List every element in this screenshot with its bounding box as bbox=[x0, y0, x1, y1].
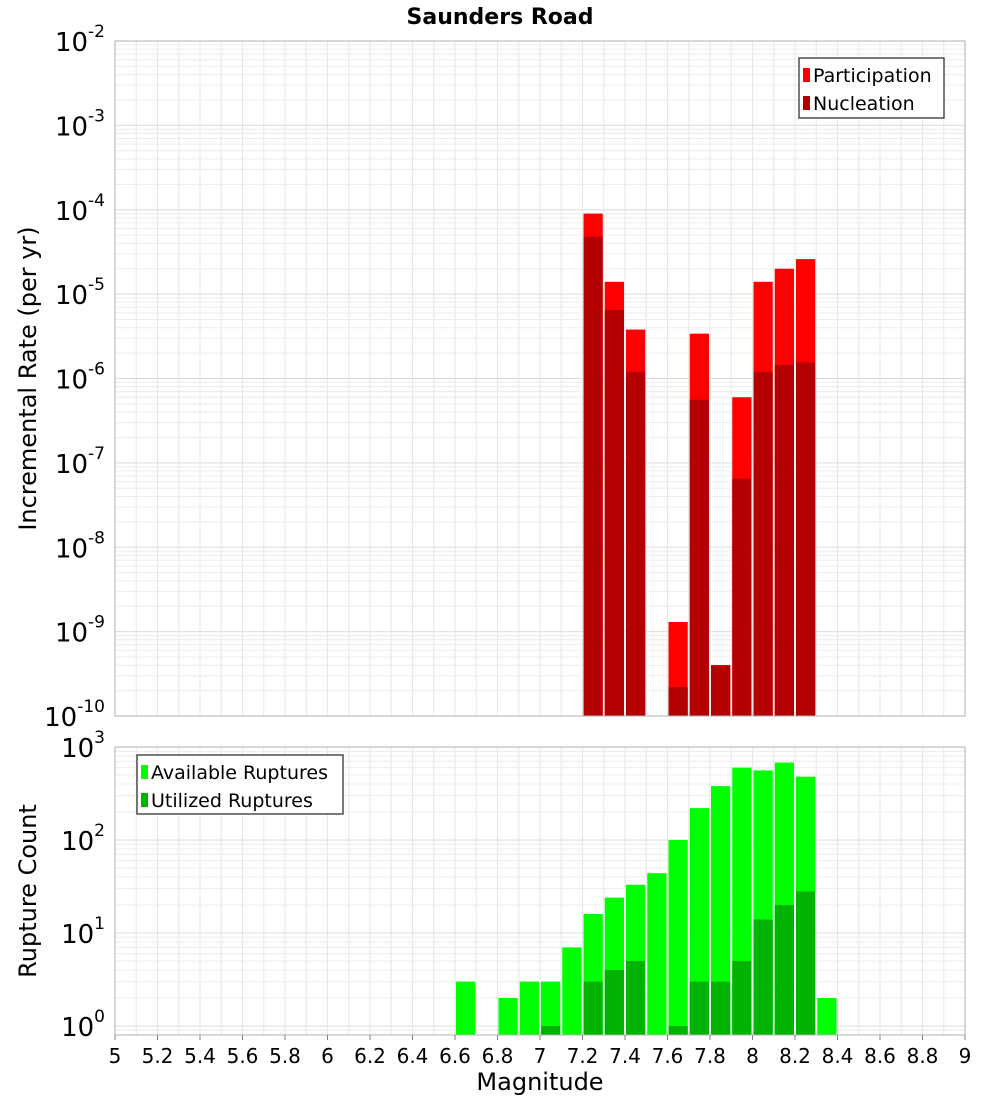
y-axis-label: Incremental Rate (per yr) bbox=[14, 226, 42, 530]
x-tick-label: 8.6 bbox=[864, 1044, 896, 1068]
y-tick-label: 10-2 bbox=[55, 22, 105, 58]
x-tick-label: 6.8 bbox=[482, 1044, 514, 1068]
bar bbox=[668, 687, 688, 716]
y-tick-label: 10-7 bbox=[55, 444, 105, 480]
bar bbox=[541, 1025, 561, 1035]
x-tick-label: 6.2 bbox=[354, 1044, 386, 1068]
y-tick-label: 103 bbox=[61, 728, 105, 764]
bar bbox=[583, 236, 603, 716]
bar bbox=[753, 919, 773, 1035]
x-tick-label: 6.6 bbox=[439, 1044, 471, 1068]
bar bbox=[732, 478, 752, 716]
x-tick-label: 7.2 bbox=[567, 1044, 599, 1068]
y-tick-label: 10-4 bbox=[55, 191, 105, 227]
gridlines bbox=[114, 40, 966, 717]
y-tick-label: 101 bbox=[61, 914, 105, 950]
bar bbox=[817, 997, 837, 1035]
bar bbox=[604, 309, 624, 716]
x-tick-label: 5.2 bbox=[142, 1044, 174, 1068]
bar bbox=[711, 665, 731, 716]
plot-frame bbox=[114, 40, 966, 717]
legend-swatch bbox=[803, 68, 810, 82]
y-tick-label: 10-10 bbox=[44, 697, 105, 733]
series-2 bbox=[541, 891, 816, 1035]
bar bbox=[583, 981, 603, 1035]
x-tick-label: 8.4 bbox=[822, 1044, 854, 1068]
bar bbox=[689, 399, 709, 716]
bar bbox=[668, 1025, 688, 1035]
bar bbox=[689, 808, 709, 1035]
x-tick-label: 8.8 bbox=[907, 1044, 939, 1068]
x-tick-label: 5.6 bbox=[227, 1044, 259, 1068]
x-tick-label: 7.6 bbox=[652, 1044, 684, 1068]
bar bbox=[711, 786, 731, 1035]
legend-swatch bbox=[141, 793, 148, 807]
legend: Participation Nucleation bbox=[798, 57, 945, 119]
legend-box bbox=[136, 754, 344, 815]
bar bbox=[541, 981, 561, 1035]
bar bbox=[456, 981, 476, 1035]
bar bbox=[774, 905, 794, 1035]
x-tick-label: 9 bbox=[959, 1044, 972, 1068]
y-tick-label: 10-3 bbox=[55, 106, 105, 142]
y-tick-label: 10-8 bbox=[55, 528, 105, 564]
x-tick-label: 5.8 bbox=[269, 1044, 301, 1068]
legend-entry: Available Ruptures bbox=[151, 762, 328, 784]
legend-entry: Utilized Ruptures bbox=[151, 790, 313, 812]
bar bbox=[689, 981, 709, 1035]
y-tick-label: 102 bbox=[61, 821, 105, 857]
legend-swatch bbox=[141, 765, 148, 779]
bar bbox=[732, 960, 752, 1035]
bar bbox=[753, 371, 773, 716]
x-tick-label: 6.4 bbox=[397, 1044, 429, 1068]
x-tick-label: 7.4 bbox=[609, 1044, 641, 1068]
bar bbox=[626, 960, 646, 1035]
bar bbox=[519, 981, 539, 1035]
y-tick-labels: 100 101 102 103 bbox=[61, 728, 105, 1043]
y-tick-label: 10-6 bbox=[55, 360, 105, 396]
bar bbox=[498, 997, 518, 1035]
chart-title: Saunders Road bbox=[407, 5, 594, 30]
bar bbox=[796, 362, 816, 716]
bar bbox=[562, 947, 582, 1035]
x-tick-label: 6 bbox=[321, 1044, 334, 1068]
legend-swatch bbox=[803, 96, 810, 110]
rate-panel: 10-10 10-9 10-8 10-7 10-6 10-5 10-4 10-3 10-2 Inc… bbox=[14, 22, 966, 733]
y-tick-label: 10-5 bbox=[55, 275, 105, 311]
y-tick-label: 100 bbox=[61, 1007, 105, 1043]
y-axis-label: Rupture Count bbox=[14, 804, 42, 978]
x-tick-label: 7 bbox=[534, 1044, 547, 1068]
series-2 bbox=[583, 236, 816, 716]
legend: Available Ruptures Utilized Ruptures bbox=[136, 754, 344, 815]
x-tick-label: 5.4 bbox=[184, 1044, 216, 1068]
x-tick-label: 8 bbox=[746, 1044, 759, 1068]
x-tick-labels: 5 5.2 5.4 5.6 5.8 6 6.2 6.4 6.6 6.8 7 7.2 7.4 7.6 7.8 8… bbox=[109, 1035, 972, 1068]
x-axis-label: Magnitude bbox=[476, 1068, 603, 1096]
x-tick-label: 8.2 bbox=[779, 1044, 811, 1068]
bar bbox=[796, 891, 816, 1035]
bar bbox=[626, 371, 646, 716]
bar bbox=[604, 970, 624, 1035]
y-tick-labels: 10-10 10-9 10-8 10-7 10-6 10-5 10-4 10-3 10-2 bbox=[44, 22, 105, 733]
bar bbox=[668, 840, 688, 1035]
bar bbox=[711, 981, 731, 1035]
legend-box bbox=[798, 57, 945, 119]
bar bbox=[647, 873, 667, 1035]
y-tick-label: 10-9 bbox=[55, 613, 105, 649]
x-tick-label: 7.8 bbox=[694, 1044, 726, 1068]
bar bbox=[774, 364, 794, 716]
legend-entry: Nucleation bbox=[813, 93, 915, 115]
legend-entry: Participation bbox=[813, 65, 932, 87]
x-tick-label: 5 bbox=[109, 1044, 122, 1068]
